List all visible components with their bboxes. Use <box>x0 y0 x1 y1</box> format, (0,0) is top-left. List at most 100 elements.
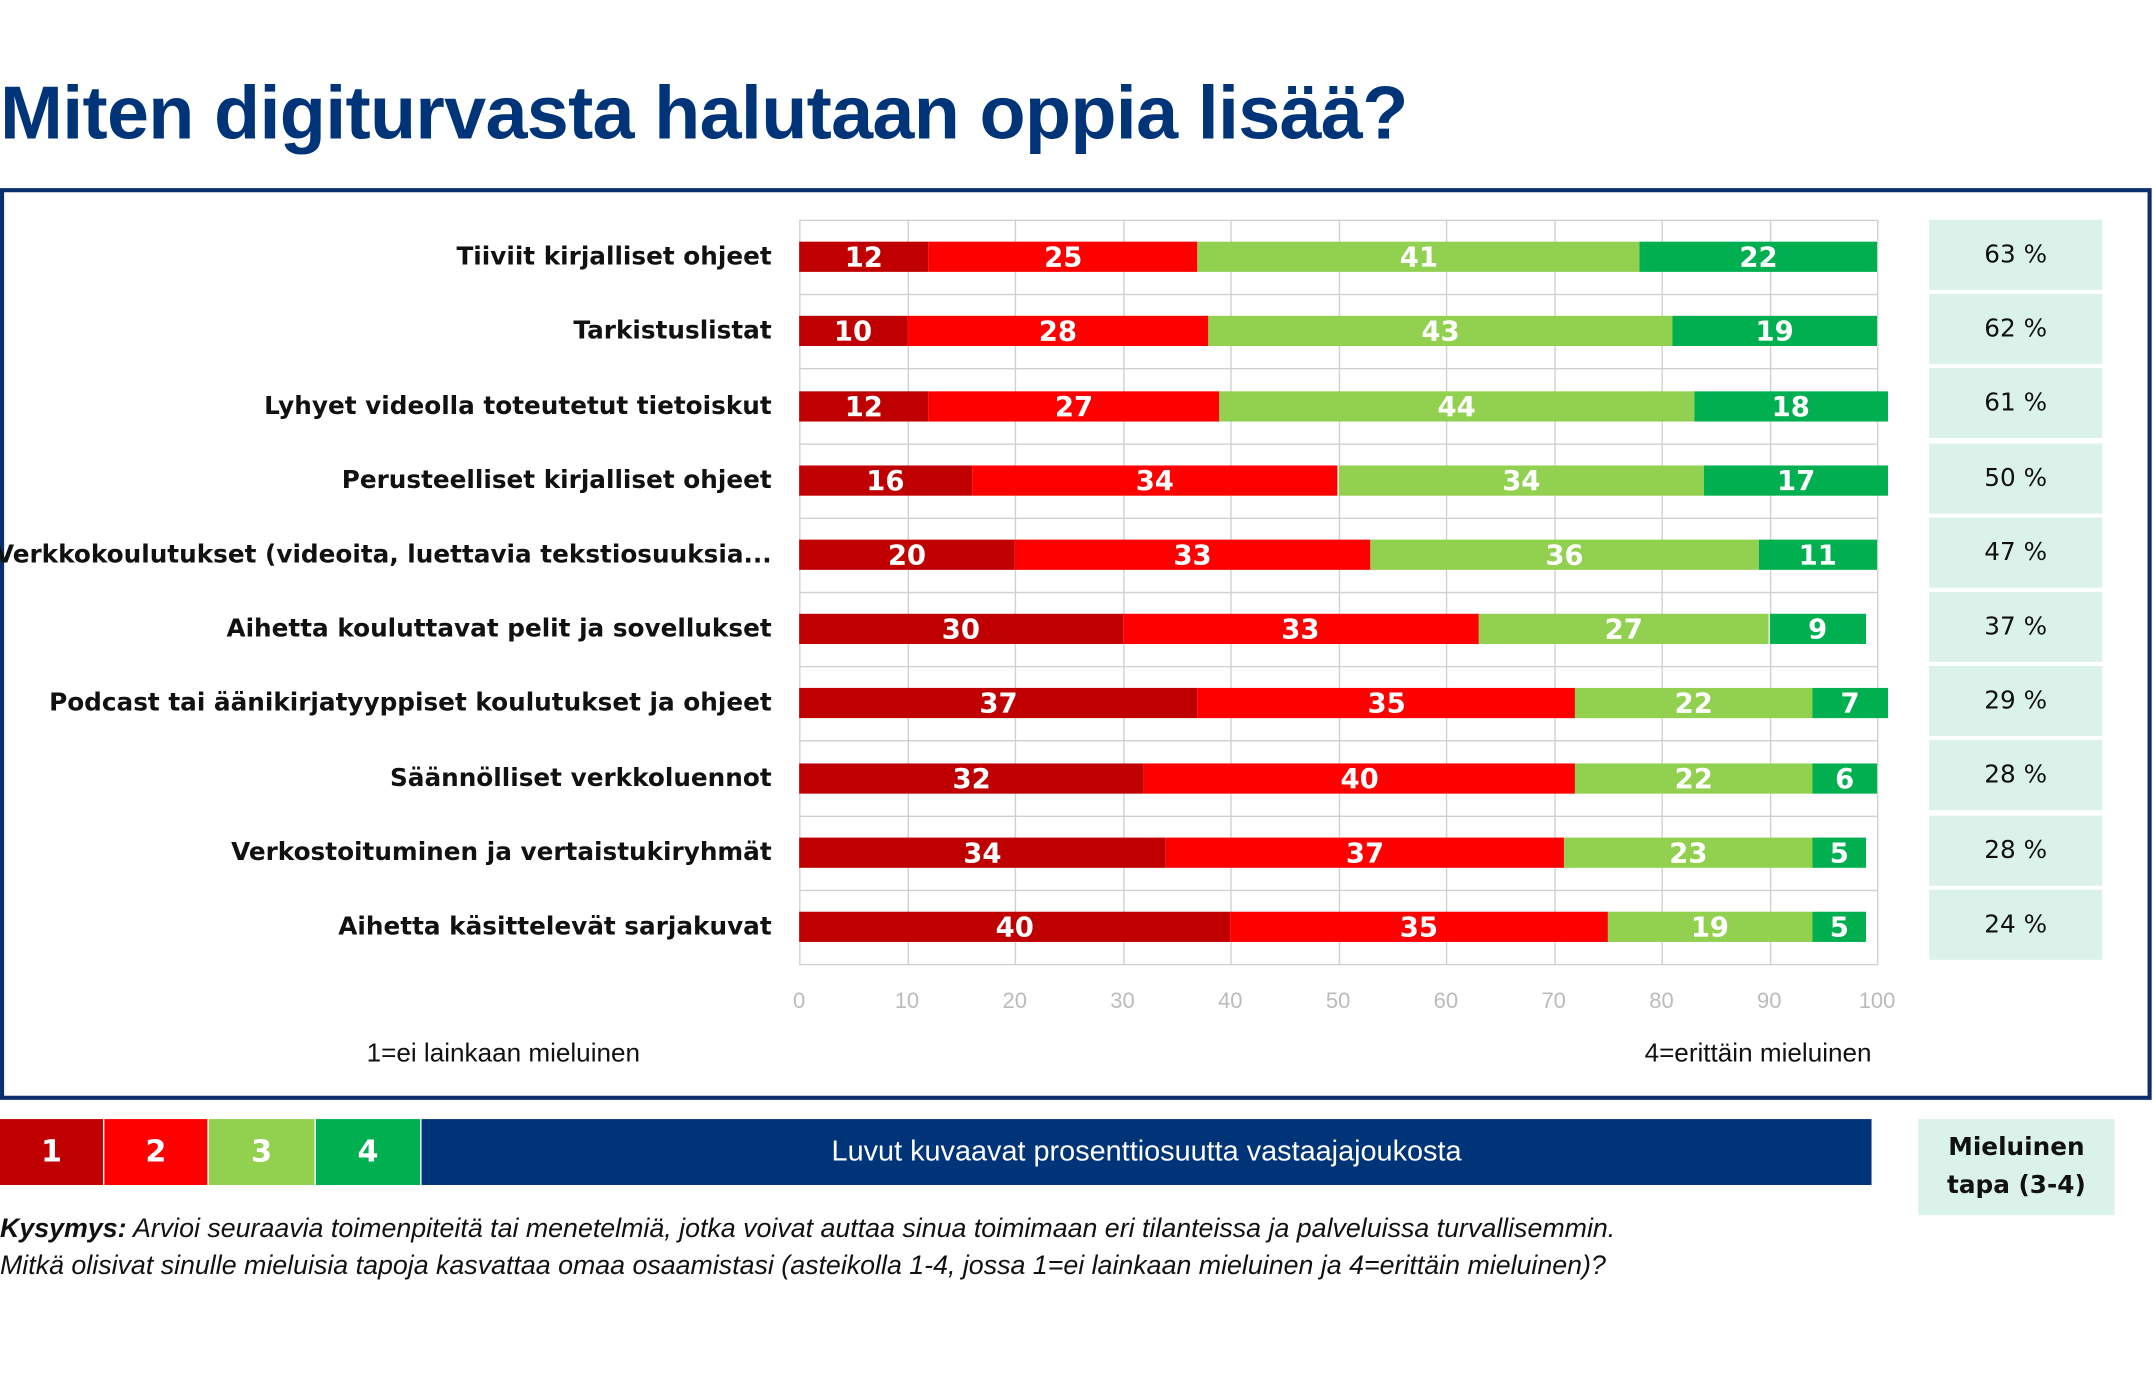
category-label: Lyhyet videolla toteutetut tietoiskut <box>264 391 772 421</box>
bar-segment-4: 17 <box>1704 465 1888 496</box>
mieluinen-tapa-label: Mieluinen tapa (3-4) <box>1918 1119 2115 1216</box>
bar-segment-3: 22 <box>1575 688 1813 719</box>
bar-segment-4: 9 <box>1769 613 1867 645</box>
gridline <box>1877 219 1879 966</box>
category-label: Aihetta käsittelevät sarjakuvat <box>338 912 772 942</box>
question-text-1: Arvioi seuraavia toimenpiteitä tai menet… <box>126 1213 1616 1245</box>
bar-segment-4: 18 <box>1693 390 1888 421</box>
mieluinen-tapa-value: 24 % <box>1929 889 2103 960</box>
bar-segment-1: 12 <box>799 390 929 421</box>
bar-segment-4: 7 <box>1812 688 1888 719</box>
legend-item-4: 4 <box>315 1119 421 1185</box>
gridline <box>799 740 1878 743</box>
bar-segment-1: 16 <box>799 465 972 496</box>
x-tick-label: 80 <box>1649 990 1674 1014</box>
bar-segment-4: 19 <box>1672 316 1878 347</box>
bar-segment-3: 19 <box>1607 911 1813 942</box>
bar-segment-4: 11 <box>1758 539 1878 570</box>
bar-segment-4: 5 <box>1812 837 1867 868</box>
gridline <box>799 368 1878 370</box>
legend-item-2: 2 <box>104 1119 208 1185</box>
mieluinen-tapa-value: 61 % <box>1929 368 2103 439</box>
gridline <box>799 442 1878 445</box>
page-title: Miten digiturvasta halutaan oppia lisää? <box>0 70 1408 156</box>
x-tick-label: 50 <box>1325 990 1351 1014</box>
question-line-2: Mitkä olisivat sinulle mieluisia tapoja … <box>0 1250 1606 1282</box>
category-label: Podcast tai äänikirjatyyppiset koulutuks… <box>49 689 772 718</box>
x-tick-label: 40 <box>1218 990 1243 1014</box>
bar-segment-2: 25 <box>928 241 1198 273</box>
bar-segment-4: 6 <box>1812 762 1878 793</box>
gridline <box>799 889 1878 891</box>
bar-segment-3: 43 <box>1208 316 1673 347</box>
bar-segment-1: 30 <box>799 613 1123 645</box>
mieluinen-tapa-value: 28 % <box>1929 815 2103 886</box>
bar-segment-2: 28 <box>906 316 1209 347</box>
x-tick-label: 100 <box>1858 990 1896 1014</box>
category-label: Verkostoituminen ja vertaistukiryhmät <box>231 837 772 867</box>
mieluinen-line2: tapa (3-4) <box>1947 1171 2086 1201</box>
gridline <box>799 517 1878 519</box>
mieluinen-tapa-value: 63 % <box>1929 219 2103 290</box>
x-tick-label: 30 <box>1110 990 1135 1014</box>
mieluinen-tapa-value: 50 % <box>1929 442 2103 513</box>
bar-segment-2: 35 <box>1197 688 1576 719</box>
category-label: Tarkistuslistat <box>573 316 772 346</box>
category-label: Säännölliset verkkoluennot <box>389 763 772 793</box>
gridline <box>799 815 1878 817</box>
x-tick-label: 10 <box>894 990 920 1014</box>
gridline <box>799 219 1878 222</box>
category-label: Aihetta kouluttavat pelit ja sovellukset <box>226 614 772 644</box>
scale-note-low: 1=ei lainkaan mieluinen <box>366 1039 641 1069</box>
bar-segment-4: 22 <box>1639 241 1878 273</box>
bar-segment-4: 5 <box>1812 911 1867 942</box>
x-tick-label: 0 <box>793 990 806 1014</box>
bar-segment-1: 34 <box>799 837 1166 868</box>
bar-segment-1: 32 <box>799 762 1145 793</box>
bar-segment-3: 36 <box>1370 539 1759 570</box>
mieluinen-tapa-value: 47 % <box>1929 517 2103 588</box>
gridline <box>799 666 1878 668</box>
x-tick-label: 90 <box>1757 990 1782 1014</box>
bar-segment-2: 40 <box>1144 762 1576 793</box>
bar-segment-2: 33 <box>1014 539 1371 570</box>
bar-segment-2: 33 <box>1122 613 1479 645</box>
chart-frame <box>0 188 2152 1100</box>
bar-segment-3: 41 <box>1197 241 1640 273</box>
bar-segment-2: 37 <box>1165 837 1565 868</box>
bar-segment-3: 44 <box>1219 390 1694 421</box>
bar-segment-3: 22 <box>1575 762 1813 793</box>
x-tick-label: 70 <box>1541 990 1566 1014</box>
legend-item-3: 3 <box>208 1119 315 1185</box>
bar-segment-2: 27 <box>928 390 1220 421</box>
category-label: Tiiviit kirjalliset ohjeet <box>456 242 772 272</box>
mieluinen-tapa-value: 29 % <box>1929 666 2103 737</box>
category-label: Perusteelliset kirjalliset ohjeet <box>341 465 772 495</box>
bar-segment-3: 23 <box>1564 837 1813 868</box>
question-line-1: Kysymys: Arvioi seuraavia toimenpiteitä … <box>0 1214 1615 1246</box>
scale-note-high: 4=erittäin mieluinen <box>1644 1039 1872 1069</box>
legend-note: Luvut kuvaavat prosenttiosuutta vastaaja… <box>421 1119 1872 1185</box>
mieluinen-tapa-value: 28 % <box>1929 740 2103 811</box>
category-label: Verkkokoulutukset (videoita, luettavia t… <box>0 540 772 569</box>
legend-item-1: 1 <box>0 1119 103 1185</box>
x-tick-label: 60 <box>1433 990 1459 1014</box>
bar-segment-3: 34 <box>1338 465 1705 496</box>
mieluinen-tapa-value: 37 % <box>1929 591 2103 662</box>
bar-segment-1: 10 <box>799 316 907 347</box>
mieluinen-line1: Mieluinen <box>1948 1132 2085 1162</box>
bar-segment-1: 12 <box>799 241 929 273</box>
x-tick-label: 20 <box>1002 990 1027 1014</box>
bar-segment-3: 27 <box>1478 613 1770 645</box>
gridline <box>799 591 1878 594</box>
question-label: Kysymys: <box>0 1213 127 1245</box>
bar-segment-1: 40 <box>799 911 1231 942</box>
bar-segment-1: 20 <box>799 539 1015 570</box>
bar-segment-2: 34 <box>971 465 1339 496</box>
gridline <box>799 294 1878 296</box>
mieluinen-tapa-value: 62 % <box>1929 294 2103 365</box>
bar-segment-2: 35 <box>1230 911 1608 942</box>
bar-segment-1: 37 <box>799 688 1198 719</box>
gridline <box>799 963 1878 966</box>
